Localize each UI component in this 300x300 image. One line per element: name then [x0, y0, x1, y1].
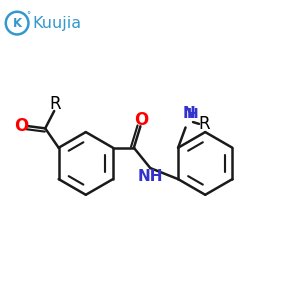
Text: °: °	[26, 11, 31, 20]
Text: O: O	[134, 111, 149, 129]
Text: R: R	[50, 95, 61, 113]
Text: O: O	[14, 117, 28, 135]
Text: R: R	[199, 115, 210, 133]
Text: H: H	[187, 107, 199, 122]
Text: K: K	[13, 16, 22, 30]
Text: NH: NH	[137, 169, 163, 184]
Text: Kuujia: Kuujia	[32, 16, 81, 31]
Text: N: N	[183, 106, 195, 122]
